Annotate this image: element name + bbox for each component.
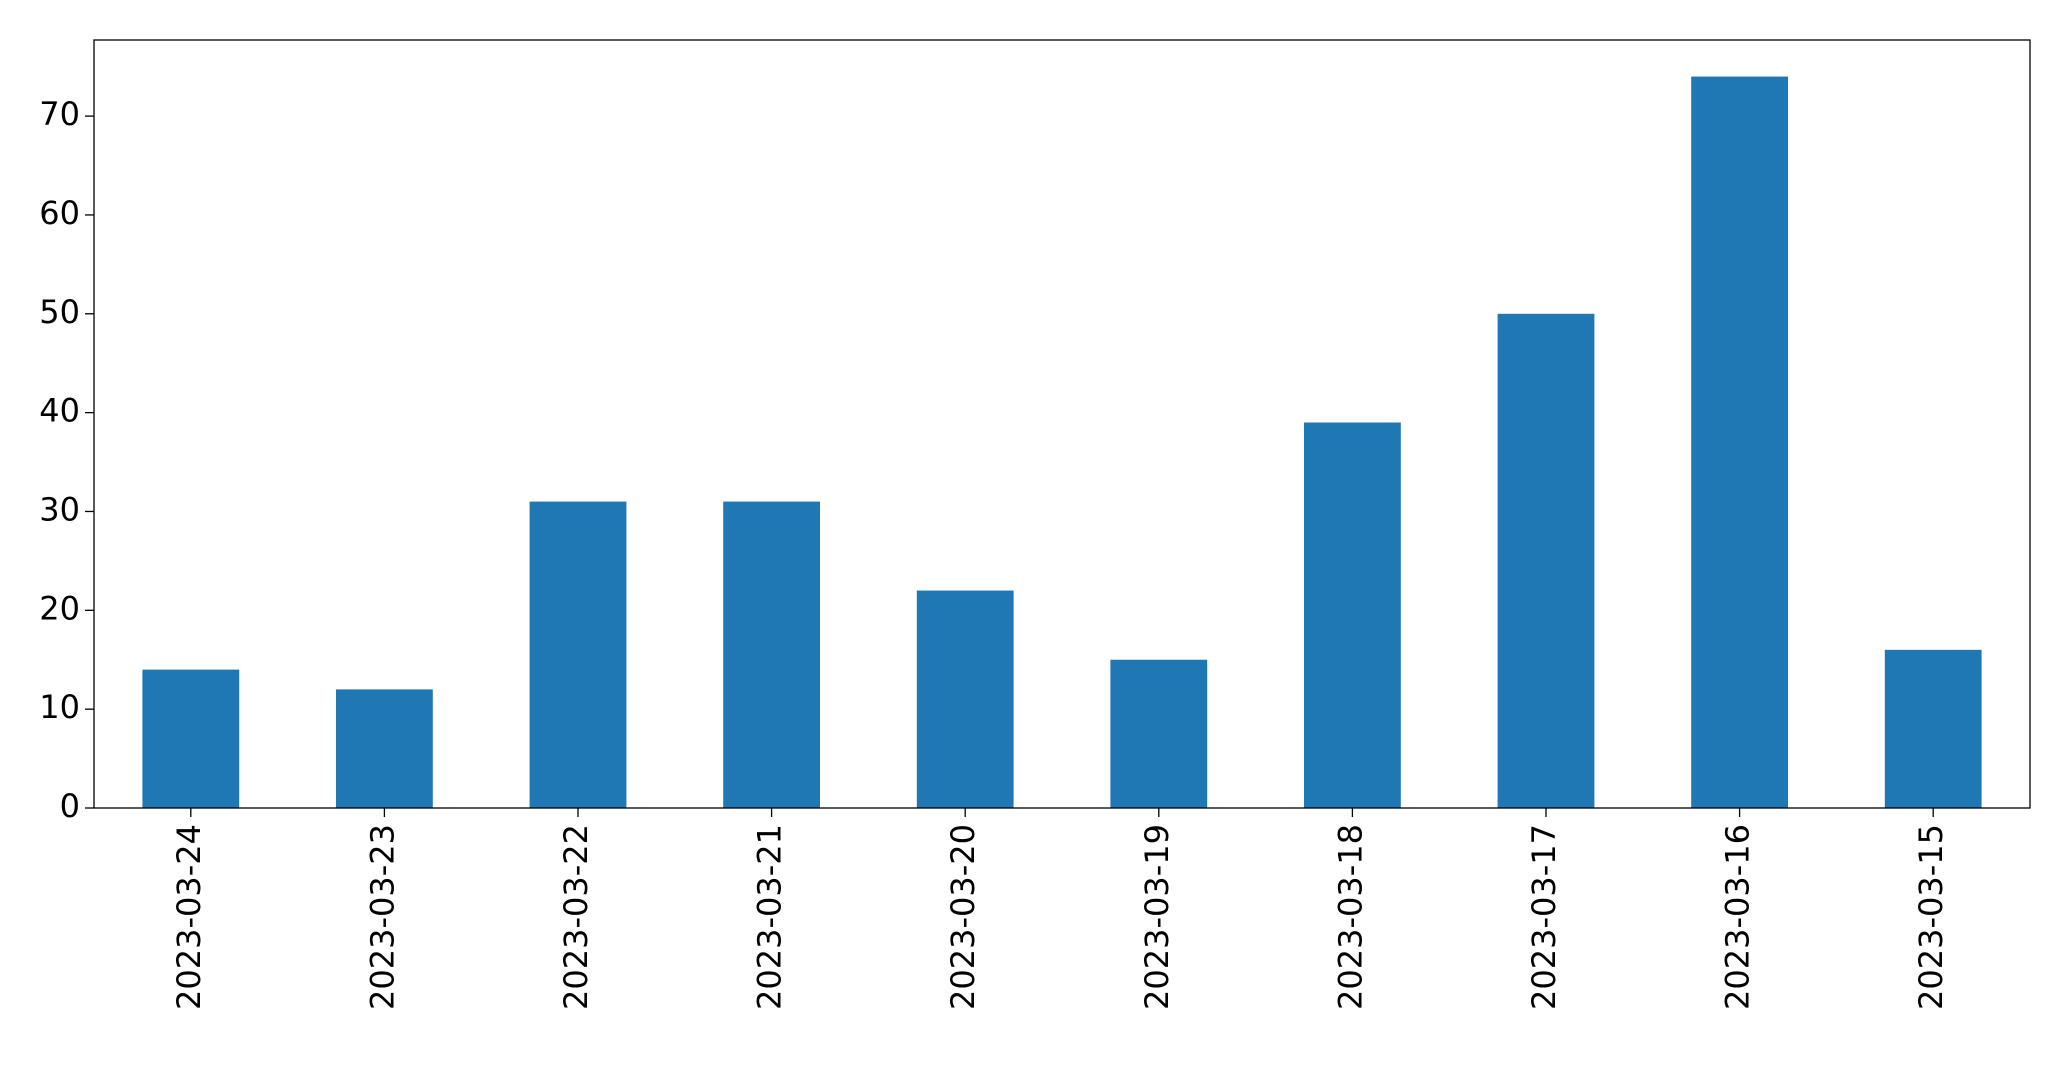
bar	[916, 590, 1014, 808]
bar	[1497, 313, 1595, 808]
x-tick-label: 2023-03-18	[1331, 824, 1369, 1010]
y-tick-label: 0	[60, 787, 80, 825]
y-tick-label: 50	[39, 293, 80, 331]
y-tick-label: 10	[39, 688, 80, 726]
x-tick-label: 2023-03-21	[751, 824, 789, 1010]
x-tick-label: 2023-03-23	[363, 824, 401, 1010]
x-tick-label: 2023-03-17	[1525, 824, 1563, 1010]
y-tick-label: 70	[39, 95, 80, 133]
x-tick-label: 2023-03-15	[1912, 824, 1950, 1010]
x-tick-label: 2023-03-16	[1719, 824, 1757, 1010]
bar	[1304, 422, 1401, 808]
x-tick-label: 2023-03-19	[1138, 824, 1176, 1010]
bar	[1110, 659, 1208, 808]
plot-frame	[93, 39, 2031, 809]
y-tick-label: 60	[39, 194, 80, 232]
x-tick-label: 2023-03-20	[944, 824, 982, 1010]
bar	[142, 669, 240, 808]
bar	[1691, 76, 1788, 809]
x-tick-label: 2023-03-22	[557, 824, 595, 1010]
bar	[336, 689, 433, 808]
bar	[723, 501, 820, 808]
y-tick-label: 30	[39, 490, 80, 528]
bar	[529, 501, 627, 808]
bar	[1884, 649, 1982, 808]
y-tick-label: 40	[39, 392, 80, 430]
x-tick-label: 2023-03-24	[170, 824, 208, 1010]
y-tick-label: 20	[39, 589, 80, 627]
